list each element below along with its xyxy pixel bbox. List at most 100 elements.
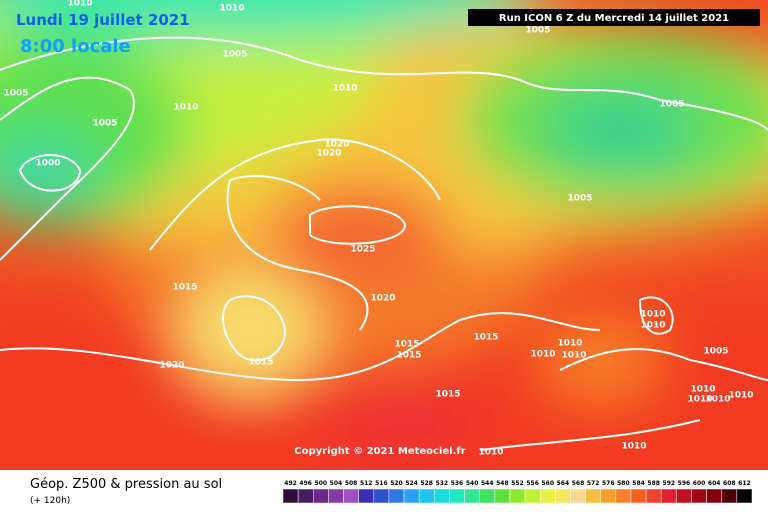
colorbar-label: 568 <box>572 480 585 487</box>
isobar-label: 1005 <box>92 119 117 129</box>
colorbar-swatch <box>585 488 601 504</box>
isobar-label: 1005 <box>567 194 592 204</box>
colorbar-swatch <box>691 488 707 504</box>
colorbar-swatch <box>600 488 617 504</box>
colorbar-swatch <box>509 488 526 504</box>
colorbar-label: 504 <box>330 480 343 487</box>
isobar-label: 1020 <box>316 149 341 159</box>
colorbar-label: 552 <box>511 480 524 487</box>
valid-date: Lundi 19 juillet 2021 <box>16 11 190 29</box>
run-box <box>468 9 760 26</box>
colorbar-label: 604 <box>708 480 721 487</box>
colorbar-swatch <box>403 488 420 504</box>
colorbar-label: 588 <box>647 480 660 487</box>
colorbar: 492 496 500 504 508 512 516 520 524 528 532 536 540 5… <box>282 480 753 504</box>
colorbar-swatch <box>464 488 480 504</box>
isobar-label: 1015 <box>396 351 421 361</box>
isobar-label: 1005 <box>659 100 684 110</box>
colorbar-label: 544 <box>481 480 494 487</box>
isobar-label: 1010 <box>690 385 715 395</box>
valid-time: 8:00 locale <box>20 36 131 57</box>
isobar-label: 1000 <box>35 159 60 169</box>
isobar-label: 1020 <box>324 140 349 150</box>
colorbar-label: 492 <box>284 480 297 487</box>
isobar-label: 1010 <box>219 4 244 14</box>
colorbar-swatch <box>736 488 753 504</box>
colorbar-label: 556 <box>526 480 539 487</box>
isobar-label: 1015 <box>473 333 498 343</box>
colorbar-swatch <box>479 488 496 504</box>
isobars <box>0 36 768 451</box>
colorbar-label: 580 <box>617 480 630 487</box>
isobar-label: 1010 <box>332 84 357 94</box>
colorbar-label: 540 <box>466 480 479 487</box>
footer-title: Géop. Z500 & pression au sol <box>30 477 222 492</box>
colorbar-label: 572 <box>587 480 600 487</box>
colorbar-label: 532 <box>436 480 449 487</box>
run-info: Run ICON 6 Z du Mercredi 14 juillet 2021 <box>499 13 729 24</box>
isobar-label: 1015 <box>394 340 419 350</box>
isobar-label: 1010 <box>557 339 582 349</box>
isobar-label: 1005 <box>525 26 550 36</box>
colorbar-swatch <box>282 488 299 504</box>
colorbar-label: 596 <box>678 480 691 487</box>
colorbar-swatch <box>343 488 359 504</box>
footer-lead: (+ 120h) <box>30 496 70 506</box>
colorbar-label: 576 <box>602 480 615 487</box>
colorbar-label: 528 <box>420 480 433 487</box>
isobar-label: 1005 <box>3 89 28 99</box>
isobar-label: 1015 <box>248 358 273 368</box>
colorbar-label: 612 <box>738 480 751 487</box>
colorbar-swatch <box>373 488 390 504</box>
colorbar-label: 608 <box>723 480 736 487</box>
isobar-label: 1010 <box>640 321 665 331</box>
colorbar-swatch <box>418 488 435 504</box>
colorbar-swatch <box>570 488 586 504</box>
colorbar-label: 516 <box>375 480 388 487</box>
colorbar-swatch <box>706 488 722 504</box>
isobar-label: 1010 <box>67 0 92 9</box>
colorbar-label: 512 <box>360 480 373 487</box>
isobar-label: 1010 <box>478 448 503 458</box>
colorbar-swatch <box>524 488 541 504</box>
colorbar-label: 524 <box>405 480 418 487</box>
isobar-label: 1005 <box>703 347 728 357</box>
colorbar-label: 564 <box>557 480 570 487</box>
colorbar-swatch <box>615 488 632 504</box>
colorbar-swatch <box>494 488 511 504</box>
colorbar-label: 496 <box>299 480 312 487</box>
isobar-label: 1010 <box>705 395 730 405</box>
colorbar-label: 560 <box>541 480 554 487</box>
isobar-label: 1020 <box>159 361 184 371</box>
colorbar-label: 592 <box>663 480 676 487</box>
colorbar-swatch <box>676 488 692 504</box>
colorbar-swatch <box>297 488 314 504</box>
colorbar-swatch <box>555 488 571 504</box>
colorbar-label: 536 <box>451 480 464 487</box>
colorbar-swatch <box>721 488 738 504</box>
isobar-label: 1010 <box>621 442 646 452</box>
colorbar-swatch <box>539 488 556 504</box>
isobar-label: 1015 <box>435 390 460 400</box>
colorbar-swatch <box>434 488 450 504</box>
colorbar-swatch <box>388 488 405 504</box>
isobar-label: 1010 <box>687 395 712 405</box>
colorbar-swatch <box>660 488 677 504</box>
isobar-label: 1005 <box>222 50 247 60</box>
colorbar-swatch <box>313 488 329 504</box>
colorbar-label: 600 <box>693 480 706 487</box>
colorbar-label: 500 <box>315 480 328 487</box>
isobar-label: 1010 <box>173 103 198 113</box>
colorbar-swatch <box>645 488 662 504</box>
colorbar-swatch <box>358 488 375 504</box>
colorbar-swatch <box>328 488 344 504</box>
isobar-label: 1020 <box>370 294 395 304</box>
isobar-label: 1010 <box>640 310 665 320</box>
isobar-label: 1025 <box>350 245 375 255</box>
colorbar-label: 548 <box>496 480 509 487</box>
colorbar-swatch <box>630 488 647 504</box>
